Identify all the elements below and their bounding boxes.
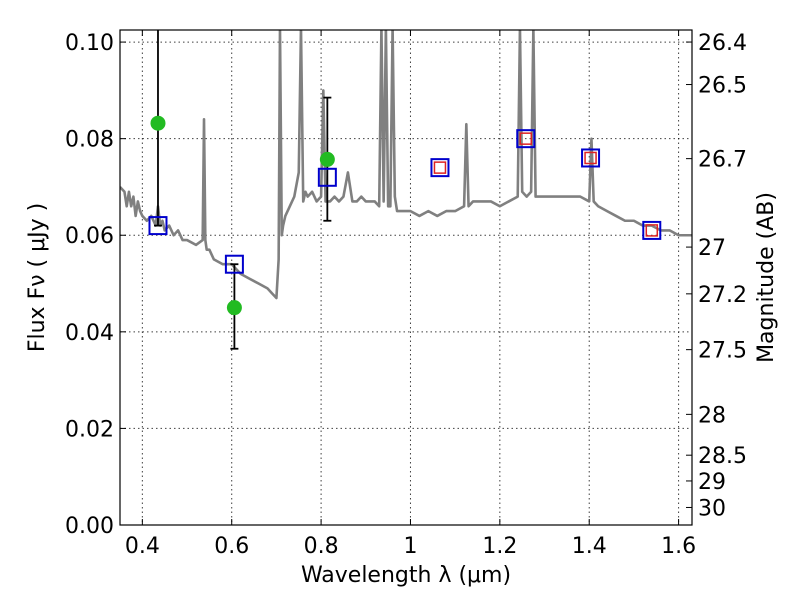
y2-tick-label: 28: [698, 403, 726, 428]
y-axis-label: Flux Fν ( μJy ): [25, 203, 50, 352]
y-tick-label: 0.00: [65, 514, 114, 539]
sed-model-line: [120, 30, 692, 300]
x-tick-label: 1: [403, 534, 417, 559]
y2-tick-label: 26.5: [698, 74, 747, 99]
x-tick-label: 0.4: [125, 534, 160, 559]
plot-area: [120, 30, 692, 350]
model-band-inner-square: [584, 151, 597, 165]
model-band-square: [642, 220, 662, 240]
observed-data-point: [226, 300, 242, 316]
observed-data-point: [150, 115, 166, 131]
x-tick-label: 1.4: [572, 534, 607, 559]
plot-frame: [119, 29, 693, 526]
y2-tick-label: 28.5: [698, 444, 747, 469]
y2-tick-label: 27.2: [698, 283, 747, 308]
model-band-square: [581, 148, 601, 168]
y-tick-label: 0.02: [65, 417, 114, 442]
y2-tick-label: 27.5: [698, 339, 747, 364]
x-axis-label: Wavelength λ (μm): [301, 563, 511, 588]
x-tick-label: 1.2: [482, 534, 517, 559]
model-band-square: [148, 216, 168, 236]
y2-axis-label: Magnitude (AB): [754, 192, 779, 363]
y2-tick-label: 26.7: [698, 148, 747, 173]
y-tick-label: 0.06: [65, 224, 114, 249]
model-band-inner-square: [519, 132, 533, 145]
axes-layer: 0.4 0.6 0.8 1 1.2 1.4 1.6 0.00 0.02 0.04 0.06 0.08 0…: [65, 30, 747, 559]
x-tick-label: 1.6: [661, 534, 696, 559]
y2-tick-label: 29: [698, 470, 726, 495]
y-tick-label: 0.08: [65, 128, 114, 153]
model-band-inner-square: [433, 161, 447, 174]
y2-tick-label: 27: [698, 236, 726, 261]
grid-layer: [120, 30, 692, 526]
model-band-square: [430, 158, 450, 178]
y2-tick-label: 30: [698, 496, 726, 521]
y-tick-label: 0.04: [65, 321, 114, 346]
model-band-inner-square: [645, 224, 659, 237]
x-tick-label: 0.8: [304, 534, 339, 559]
model-band-square: [224, 254, 244, 274]
model-band-square: [516, 129, 536, 149]
x-tick-label: 0.6: [214, 534, 249, 559]
y-tick-label: 0.10: [65, 31, 114, 56]
observed-data-point: [319, 151, 335, 167]
y2-tick-label: 26.4: [698, 31, 747, 56]
model-band-square: [317, 167, 337, 187]
